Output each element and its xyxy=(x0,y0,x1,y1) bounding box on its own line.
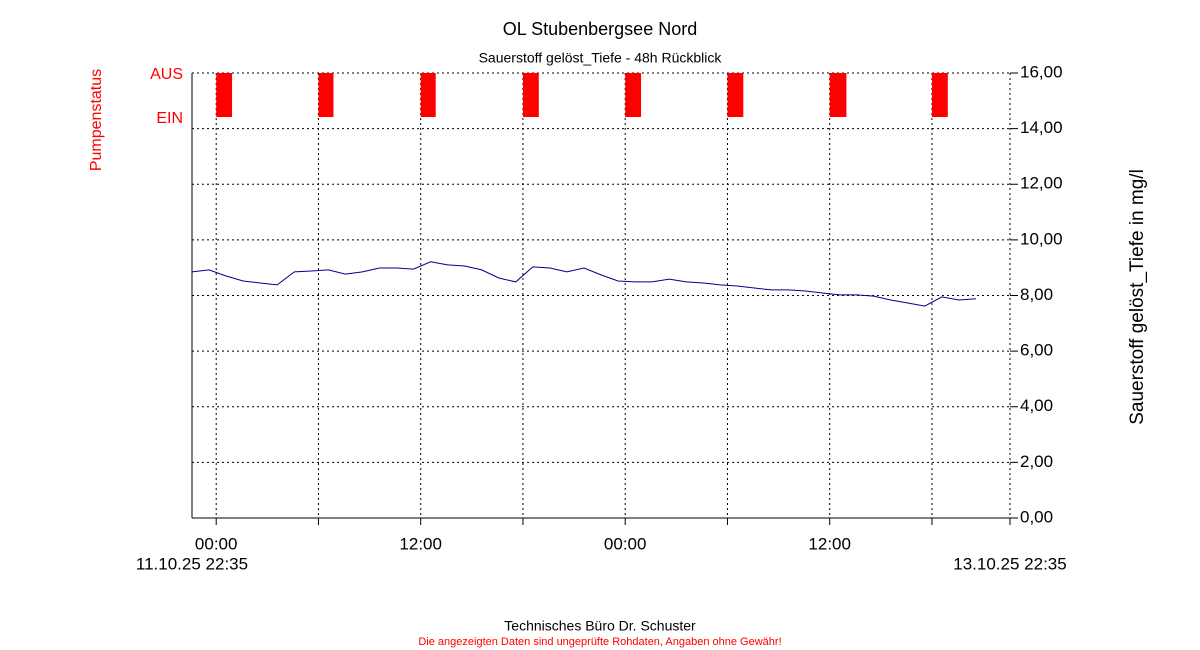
pump-on-bar xyxy=(216,73,233,117)
y-tick-label: 4,00 xyxy=(1020,396,1053,415)
y-tick-label: 2,00 xyxy=(1020,452,1053,471)
pump-on-bar xyxy=(318,73,334,117)
y-tick-label: 8,00 xyxy=(1020,285,1053,304)
pump-on-bar xyxy=(829,73,847,117)
chart-subtitle: Sauerstoff gelöst_Tiefe - 48h Rückblick xyxy=(479,50,723,66)
pump-state-label: AUS xyxy=(150,66,183,83)
y-tick-label: 6,00 xyxy=(1020,341,1053,360)
x-range-label: 11.10.25 22:35 xyxy=(136,554,248,573)
pump-on-bar xyxy=(420,73,436,117)
x-range-label: 13.10.25 22:35 xyxy=(953,554,1066,573)
y-tick-label: 0,00 xyxy=(1020,507,1053,526)
x-tick-label: 12:00 xyxy=(399,534,442,553)
x-tick-label: 00:00 xyxy=(604,534,647,553)
pump-on-bar xyxy=(931,73,948,117)
x-tick-label: 00:00 xyxy=(195,534,238,553)
pump-axis-label: Pumpenstatus xyxy=(88,69,105,171)
data-line xyxy=(191,261,976,307)
pump-on-bar xyxy=(522,73,539,117)
disclaimer: Die angezeigten Daten sind ungeprüfte Ro… xyxy=(418,636,781,648)
y-tick-label: 16,00 xyxy=(1020,62,1063,81)
pump-on-bar xyxy=(625,73,642,117)
chart-title: OL Stubenbergsee Nord xyxy=(503,19,697,39)
y-axis-label: Sauerstoff gelöst_Tiefe in mg/l xyxy=(1127,169,1148,425)
y-tick-label: 12,00 xyxy=(1020,174,1063,193)
y-tick-label: 10,00 xyxy=(1020,229,1063,248)
pump-state-label: EIN xyxy=(156,110,183,127)
y-tick-label: 14,00 xyxy=(1020,118,1063,137)
footer: Technisches Büro Dr. Schuster xyxy=(504,618,696,634)
x-tick-label: 12:00 xyxy=(808,534,851,553)
pump-on-bar xyxy=(727,73,744,117)
